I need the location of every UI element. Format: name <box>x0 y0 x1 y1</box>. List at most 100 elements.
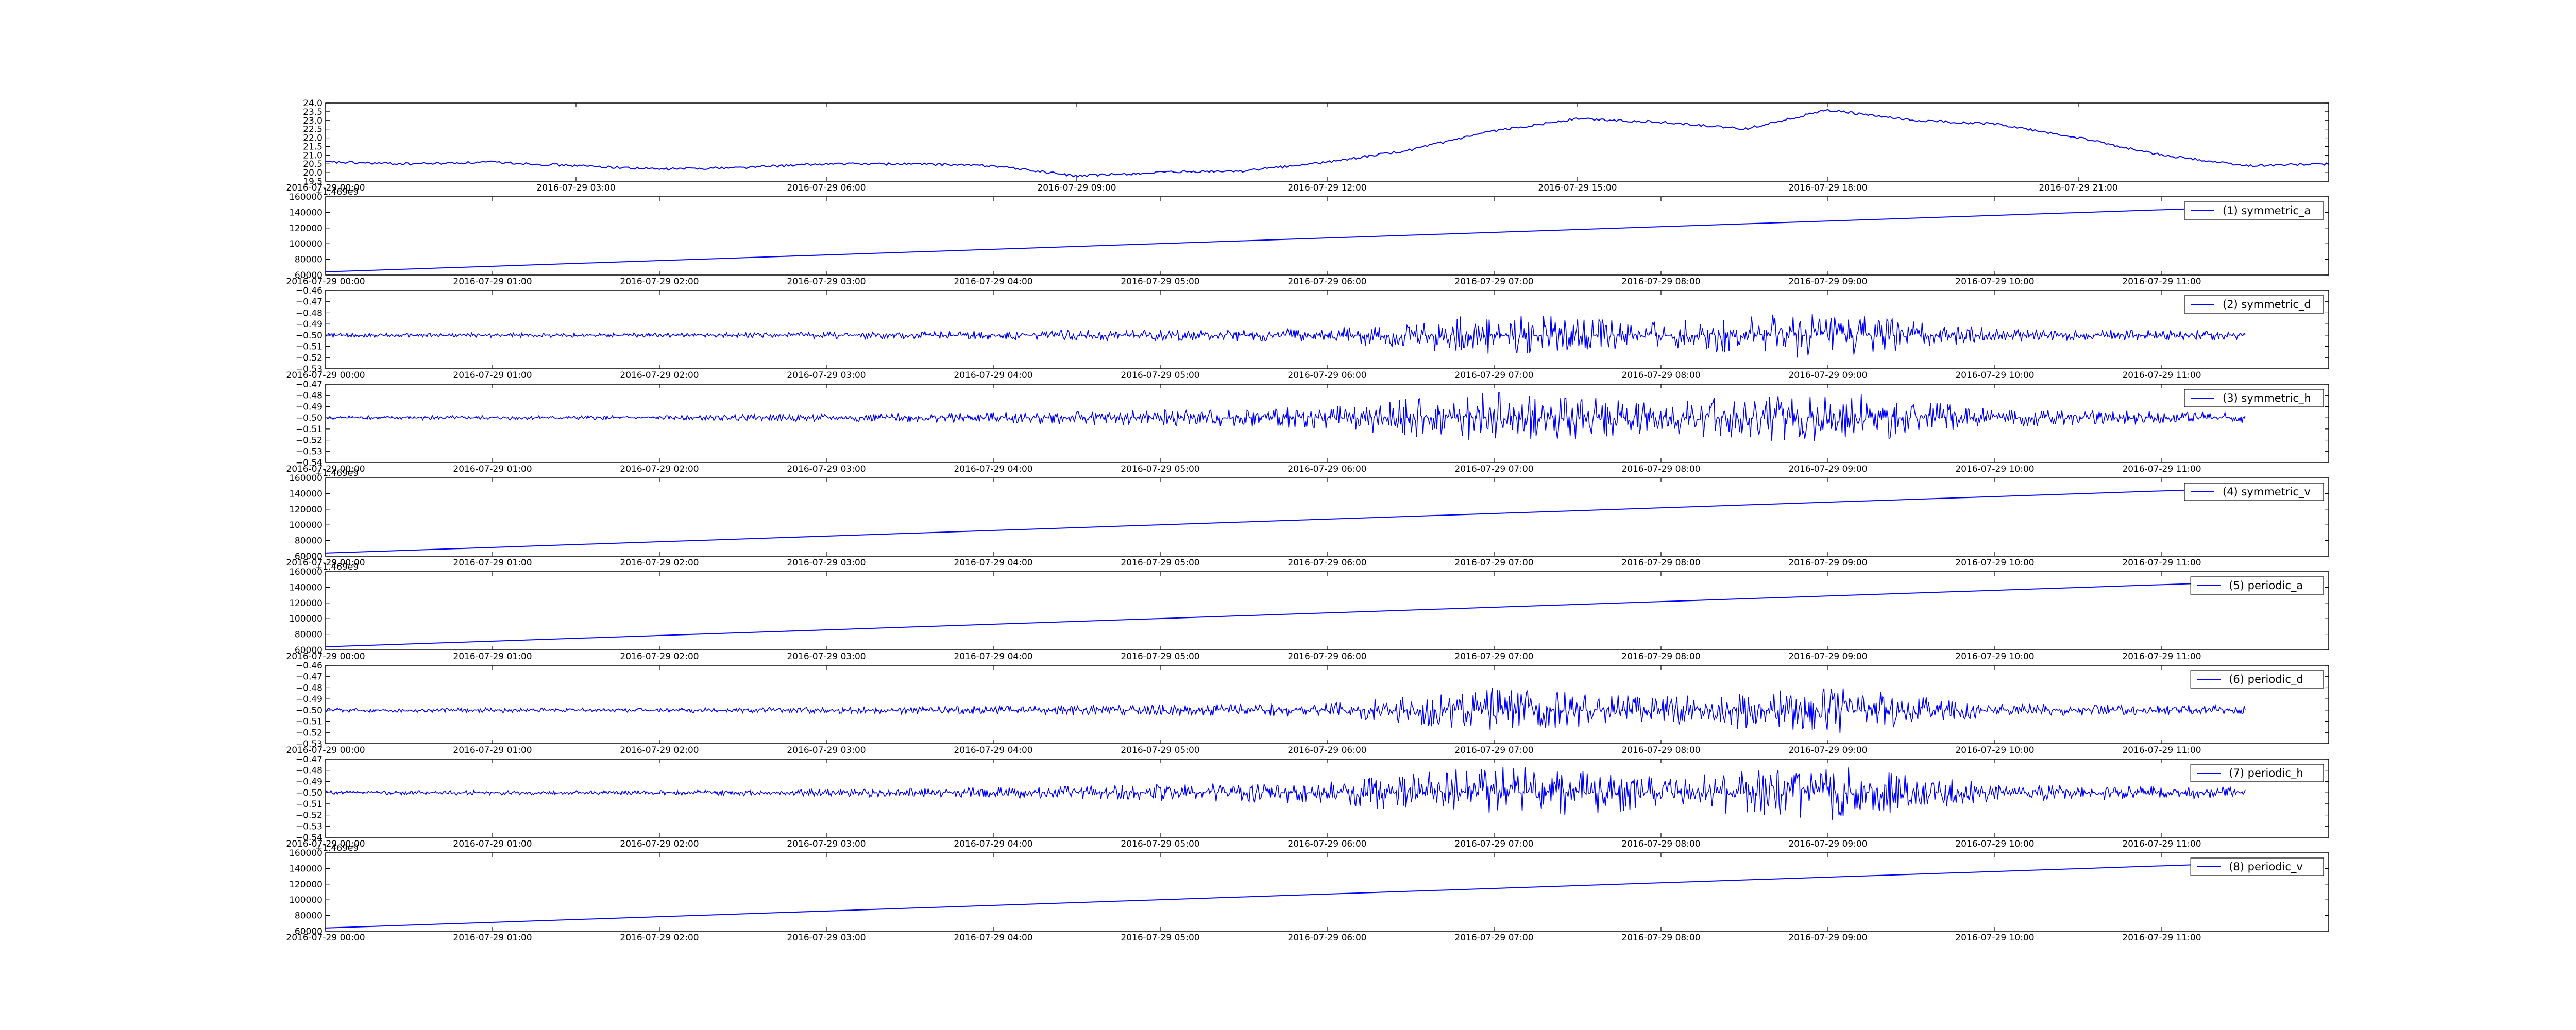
y-tick-label: 140000 <box>289 864 323 874</box>
y-tick-label: −0.50 <box>296 331 323 341</box>
x-tick-label: 2016-07-29 03:00 <box>787 558 866 568</box>
x-tick-label: 2016-07-29 07:00 <box>1454 277 1533 287</box>
x-tick-label: 2016-07-29 06:00 <box>1287 651 1366 662</box>
x-tick-label: 2016-07-29 08:00 <box>1621 464 1700 474</box>
y-tick-label: −0.46 <box>296 661 323 671</box>
y-tick-label: 100000 <box>289 520 323 530</box>
y-tick-label: −0.52 <box>296 811 323 821</box>
axis-offset-label: +1.469e9 <box>315 843 359 853</box>
x-tick-label: 2016-07-29 06:00 <box>1287 558 1366 568</box>
x-tick-label: 2016-07-29 06:00 <box>1287 277 1366 287</box>
x-tick-label: 2016-07-29 10:00 <box>1955 370 2034 381</box>
x-tick-label: 2016-07-29 02:00 <box>620 839 699 849</box>
x-tick-label: 2016-07-29 07:00 <box>1454 933 1533 943</box>
x-tick-label: 2016-07-29 05:00 <box>1121 933 1199 943</box>
x-tick-label: 2016-07-29 08:00 <box>1621 370 1700 381</box>
series-line-6 <box>325 581 2246 647</box>
legend-label: (5) periodic_a <box>2229 579 2303 592</box>
x-tick-label: 2016-07-29 00:00 <box>286 651 365 662</box>
x-tick-label: 2016-07-29 05:00 <box>1121 464 1199 474</box>
x-tick-label: 2016-07-29 01:00 <box>453 558 532 568</box>
y-tick-label: −0.50 <box>296 413 323 423</box>
y-tick-label: 24.0 <box>303 98 323 109</box>
y-tick-label: −0.47 <box>296 380 323 390</box>
y-tick-label: −0.47 <box>296 754 323 765</box>
x-tick-label: 2016-07-29 05:00 <box>1121 651 1199 662</box>
x-tick-label: 2016-07-29 03:00 <box>536 183 615 193</box>
y-tick-label: −0.53 <box>296 821 323 832</box>
y-tick-label: −0.50 <box>296 788 323 798</box>
x-tick-label: 2016-07-29 00:00 <box>286 277 365 287</box>
legend-label: (3) symmetric_h <box>2223 392 2311 405</box>
axes-frame-6 <box>325 571 2329 650</box>
x-tick-label: 2016-07-29 04:00 <box>954 370 1032 381</box>
axes-frame-1 <box>325 102 2329 182</box>
y-tick-label: 23.0 <box>303 116 323 126</box>
series-line-4 <box>325 392 2246 441</box>
x-tick-label: 2016-07-29 01:00 <box>453 933 532 943</box>
legend-label: (8) periodic_v <box>2229 861 2303 873</box>
subplot-3: −0.53−0.52−0.51−0.50−0.49−0.48−0.47−0.46… <box>286 286 2329 381</box>
x-tick-label: 2016-07-29 10:00 <box>1955 651 2034 662</box>
y-tick-label: −0.52 <box>296 353 323 363</box>
x-tick-label: 2016-07-29 05:00 <box>1121 277 1199 287</box>
x-tick-label: 2016-07-29 10:00 <box>1955 558 2034 568</box>
x-tick-label: 2016-07-29 09:00 <box>1788 933 1867 943</box>
y-tick-label: 80000 <box>295 536 323 546</box>
x-tick-label: 2016-07-29 06:00 <box>1287 370 1366 381</box>
y-tick-label: 140000 <box>289 208 323 218</box>
legend-label: (6) periodic_d <box>2229 673 2303 686</box>
axis-offset-label: +1.469e9 <box>315 187 359 197</box>
x-tick-label: 2016-07-29 03:00 <box>787 745 866 756</box>
y-tick-label: 80000 <box>295 911 323 921</box>
x-tick-label: 2016-07-29 07:00 <box>1454 651 1533 662</box>
x-tick-label: 2016-07-29 11:00 <box>2122 839 2201 849</box>
y-tick-label: 160000 <box>289 567 323 577</box>
series-line-7 <box>325 688 2246 733</box>
x-tick-label: 2016-07-29 11:00 <box>2122 745 2201 756</box>
x-tick-label: 2016-07-29 01:00 <box>453 464 532 474</box>
legend-8: (7) periodic_h <box>2190 764 2324 782</box>
x-tick-label: 2016-07-29 02:00 <box>620 651 699 662</box>
x-tick-label: 2016-07-29 04:00 <box>954 839 1032 849</box>
x-tick-label: 2016-07-29 03:00 <box>787 370 866 381</box>
y-tick-label: −0.51 <box>296 342 323 352</box>
y-tick-label: 120000 <box>289 224 323 234</box>
y-tick-label: −0.52 <box>296 436 323 446</box>
y-tick-label: −0.49 <box>296 319 323 330</box>
x-tick-label: 2016-07-29 00:00 <box>286 183 365 193</box>
x-tick-label: 2016-07-29 04:00 <box>954 464 1032 474</box>
subplot-6: 60000 80000 100000 120000 140000 160000 2016-0… <box>286 562 2329 662</box>
y-tick-label: 80000 <box>295 630 323 640</box>
series-line-1 <box>325 109 2329 178</box>
x-tick-label: 2016-07-29 11:00 <box>2122 651 2201 662</box>
y-tick-label: 60000 <box>295 552 323 562</box>
x-tick-label: 2016-07-29 21:00 <box>2039 183 2117 193</box>
x-tick-label: 2016-07-29 09:00 <box>1037 183 1116 193</box>
x-tick-label: 2016-07-29 08:00 <box>1621 933 1700 943</box>
y-tick-label: 60000 <box>295 645 323 656</box>
x-tick-label: 2016-07-29 00:00 <box>286 933 365 943</box>
legend-9: (8) periodic_v <box>2190 857 2324 876</box>
y-tick-label: 23.5 <box>303 107 323 117</box>
x-tick-label: 2016-07-29 11:00 <box>2122 370 2201 381</box>
y-tick-label: 22.0 <box>303 133 323 144</box>
axis-offset-label: +1.469e9 <box>315 468 359 478</box>
y-tick-label: 140000 <box>289 582 323 593</box>
x-tick-label: 2016-07-29 09:00 <box>1788 839 1867 849</box>
subplot-9: 60000 80000 100000 120000 140000 160000 2016-0… <box>286 843 2329 943</box>
x-tick-label: 2016-07-29 06:00 <box>1287 464 1366 474</box>
y-tick-label: 120000 <box>289 880 323 890</box>
y-tick-label: −0.46 <box>296 286 323 296</box>
legend-label: (1) symmetric_a <box>2223 204 2311 217</box>
x-tick-label: 2016-07-29 03:00 <box>787 839 866 849</box>
y-tick-label: −0.48 <box>296 391 323 401</box>
x-tick-label: 2016-07-29 11:00 <box>2122 558 2201 568</box>
legend-3: (2) symmetric_d <box>2184 295 2324 314</box>
y-tick-label: 100000 <box>289 239 323 249</box>
x-tick-label: 2016-07-29 09:00 <box>1788 370 1867 381</box>
axes-frame-3 <box>325 290 2329 369</box>
series-line-9 <box>325 862 2246 929</box>
series-line-5 <box>325 487 2246 554</box>
